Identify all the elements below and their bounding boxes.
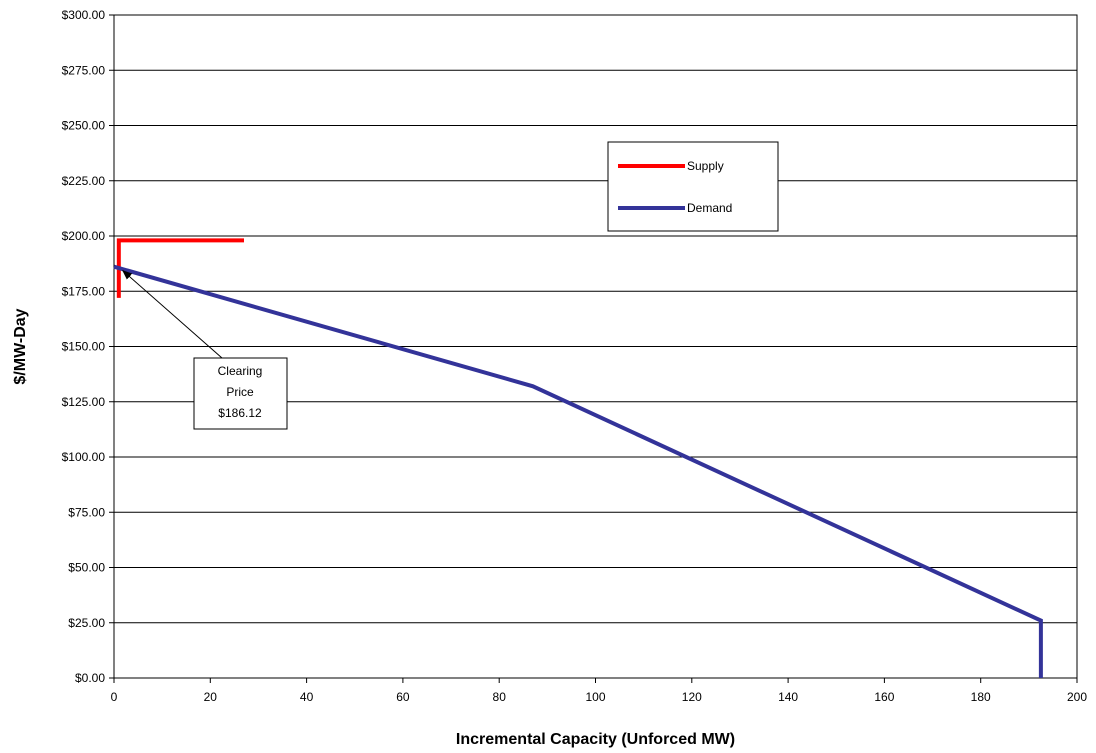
x-tick-label: 160 (874, 690, 894, 704)
x-tick-label: 80 (493, 690, 507, 704)
callout-line-1: Clearing (218, 364, 263, 378)
callout-arrow (122, 270, 223, 359)
x-axis-title: Incremental Capacity (Unforced MW) (456, 731, 735, 748)
legend-label-demand: Demand (687, 201, 732, 215)
y-tick-label: $300.00 (62, 8, 106, 22)
legend: Supply Demand (607, 141, 779, 232)
x-tick-label: 20 (204, 690, 218, 704)
y-tick-label: $225.00 (62, 174, 106, 188)
series-line-demand (113, 264, 1043, 678)
callout-box (193, 357, 288, 430)
x-tick-label: 100 (585, 690, 605, 704)
y-tick-label: $250.00 (62, 119, 106, 133)
x-axis: 0 20 40 60 80 100 120 140 160 180 200 (111, 678, 1087, 704)
x-tick-label: 140 (778, 690, 798, 704)
y-tick-label: $200.00 (62, 229, 106, 243)
series-line-supply (116, 238, 245, 298)
gridlines (114, 14, 1077, 679)
y-tick-label: $100.00 (62, 450, 106, 464)
legend-box (607, 141, 779, 232)
y-tick-label: $75.00 (68, 505, 105, 519)
x-tick-label: 200 (1067, 690, 1087, 704)
y-tick-label: $50.00 (68, 561, 105, 575)
x-tick-label: 120 (682, 690, 702, 704)
y-tick-label: $150.00 (62, 340, 106, 354)
x-tick-label: 0 (111, 690, 118, 704)
y-axis-title: $/MW-Day (12, 308, 29, 384)
x-tick-label: 180 (971, 690, 991, 704)
y-tick-label: $175.00 (62, 284, 106, 298)
callout-line-2: Price (226, 385, 254, 399)
y-tick-label: $275.00 (62, 63, 106, 77)
y-axis: $0.00 $25.00 $50.00 $75.00 $100.00 $125.00 $15… (62, 8, 114, 685)
callout-line-3: $186.12 (218, 406, 262, 420)
x-tick-label: 60 (396, 690, 410, 704)
y-tick-label: $125.00 (62, 395, 106, 409)
clearing-price-callout: Clearing Price $186.12 (122, 270, 288, 430)
series-group (113, 238, 1043, 678)
legend-label-supply: Supply (687, 159, 724, 173)
y-tick-label: $25.00 (68, 616, 105, 630)
x-tick-label: 40 (300, 690, 314, 704)
y-tick-label: $0.00 (75, 671, 105, 685)
